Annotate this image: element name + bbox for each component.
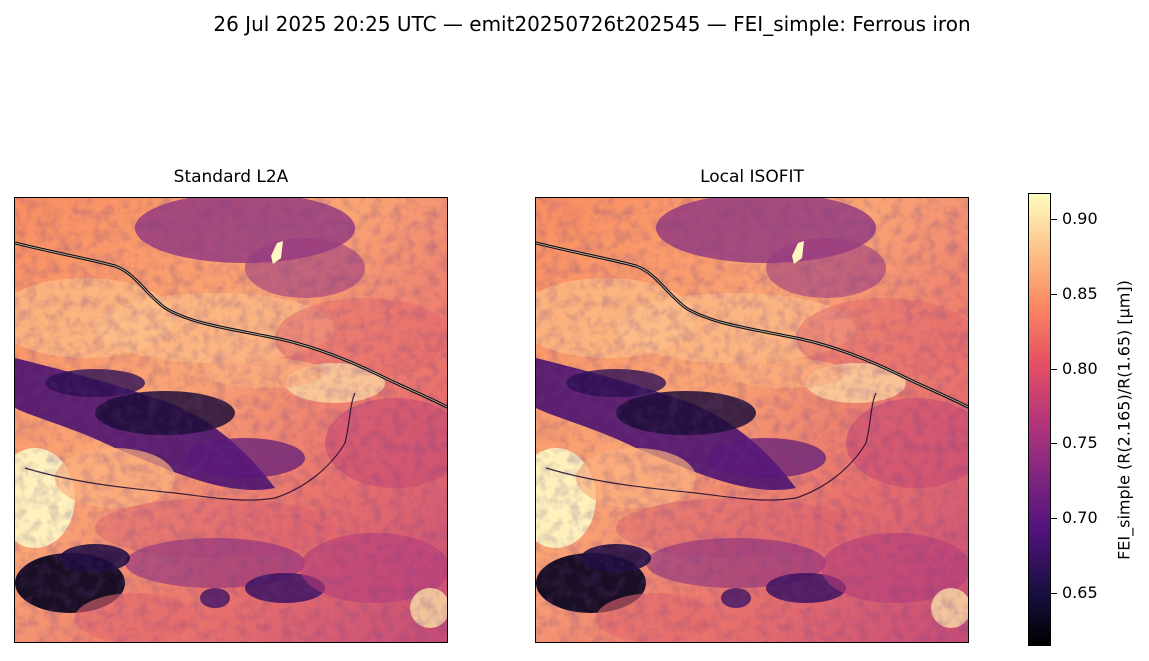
local-isofit-image: [535, 197, 969, 643]
bright-patch: [792, 241, 804, 264]
standard-l2a-image: [14, 197, 448, 643]
river-channels: [15, 241, 447, 501]
colorbar-tick-label: 0.90: [1062, 209, 1098, 229]
colorbar-tick-label: 0.65: [1062, 582, 1098, 602]
colorbar-tick-label: 0.80: [1062, 358, 1098, 378]
colorbar-tick-label: 0.85: [1062, 284, 1098, 304]
colorbar-tick-mark: [1051, 443, 1057, 445]
colorbar-tick-label: 0.75: [1062, 433, 1098, 453]
bright-patch: [271, 241, 283, 264]
colorbar-tick-mark: [1051, 219, 1057, 221]
colorbar: [1028, 193, 1051, 646]
colorbar-tick-mark: [1051, 294, 1057, 296]
panel-title-standard-l2a: Standard L2A: [173, 167, 289, 187]
colorbar-label: FEI_simple (R(2.165)/R(1.65) [µm]): [1114, 280, 1134, 560]
colorbar-tick-mark: [1051, 518, 1057, 520]
figure-title: 26 Jul 2025 20:25 UTC — emit20250726t202…: [213, 12, 971, 36]
panel-title-local-isofit: Local ISOFIT: [700, 167, 804, 187]
colorbar-tick-mark: [1051, 368, 1057, 370]
colorbar-tick-mark: [1051, 592, 1057, 594]
river-channels: [536, 241, 968, 501]
colorbar-tick-label: 0.70: [1062, 508, 1098, 528]
